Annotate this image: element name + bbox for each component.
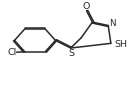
Text: Cl: Cl (7, 48, 16, 57)
Text: N: N (109, 19, 116, 28)
Text: SH: SH (114, 40, 127, 49)
Text: O: O (82, 2, 89, 11)
Text: S: S (68, 49, 74, 58)
